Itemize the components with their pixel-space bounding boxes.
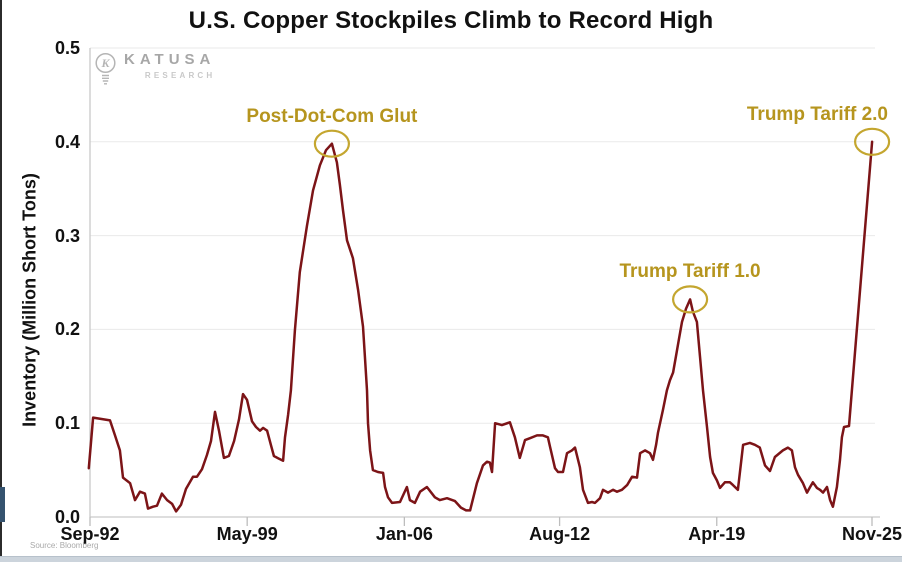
annotation-label: Trump Tariff 2.0 xyxy=(746,103,888,125)
window-left-edge xyxy=(0,0,2,562)
katusa-research-logo: K KATUSA RESEARCH xyxy=(92,52,215,94)
x-tick-label: Aug-12 xyxy=(529,524,591,544)
lightbulb-icon: K xyxy=(95,52,116,85)
x-tick-label: Sep-92 xyxy=(60,524,120,544)
annotation-label: Trump Tariff 1.0 xyxy=(619,261,761,283)
copper-stockpiles-line xyxy=(87,140,874,513)
window-bottom-bar xyxy=(0,556,902,562)
annotation-label: Post-Dot-Com Glut xyxy=(246,105,418,127)
logo-name: KATUSA xyxy=(124,51,216,68)
x-tick-label: Jan-06 xyxy=(375,524,433,544)
svg-text:K: K xyxy=(100,56,110,70)
logo-subtitle: RESEARCH xyxy=(144,71,216,80)
y-tick-label: 0.5 xyxy=(54,38,80,58)
x-tick-label: Apr-19 xyxy=(688,524,746,544)
chart-title: U.S. Copper Stockpiles Climb to Record H… xyxy=(188,7,714,34)
annotation-circle xyxy=(313,129,350,158)
x-tick-label: May-99 xyxy=(216,524,278,544)
logo-text: KATUSA RESEARCH xyxy=(124,51,216,81)
y-tick-label: 0.0 xyxy=(54,507,80,527)
x-tick-label: Nov-25 xyxy=(841,524,902,544)
y-tick-label: 0.3 xyxy=(54,225,80,246)
window-edge-tab xyxy=(0,487,5,522)
annotation-circle xyxy=(853,127,891,156)
y-tick-label: 0.4 xyxy=(54,131,80,152)
source-note: Source: Bloomberg xyxy=(30,541,99,550)
y-tick-label: 0.1 xyxy=(54,413,80,434)
y-tick-label: 0.2 xyxy=(54,319,80,340)
annotation-circle xyxy=(671,285,709,314)
